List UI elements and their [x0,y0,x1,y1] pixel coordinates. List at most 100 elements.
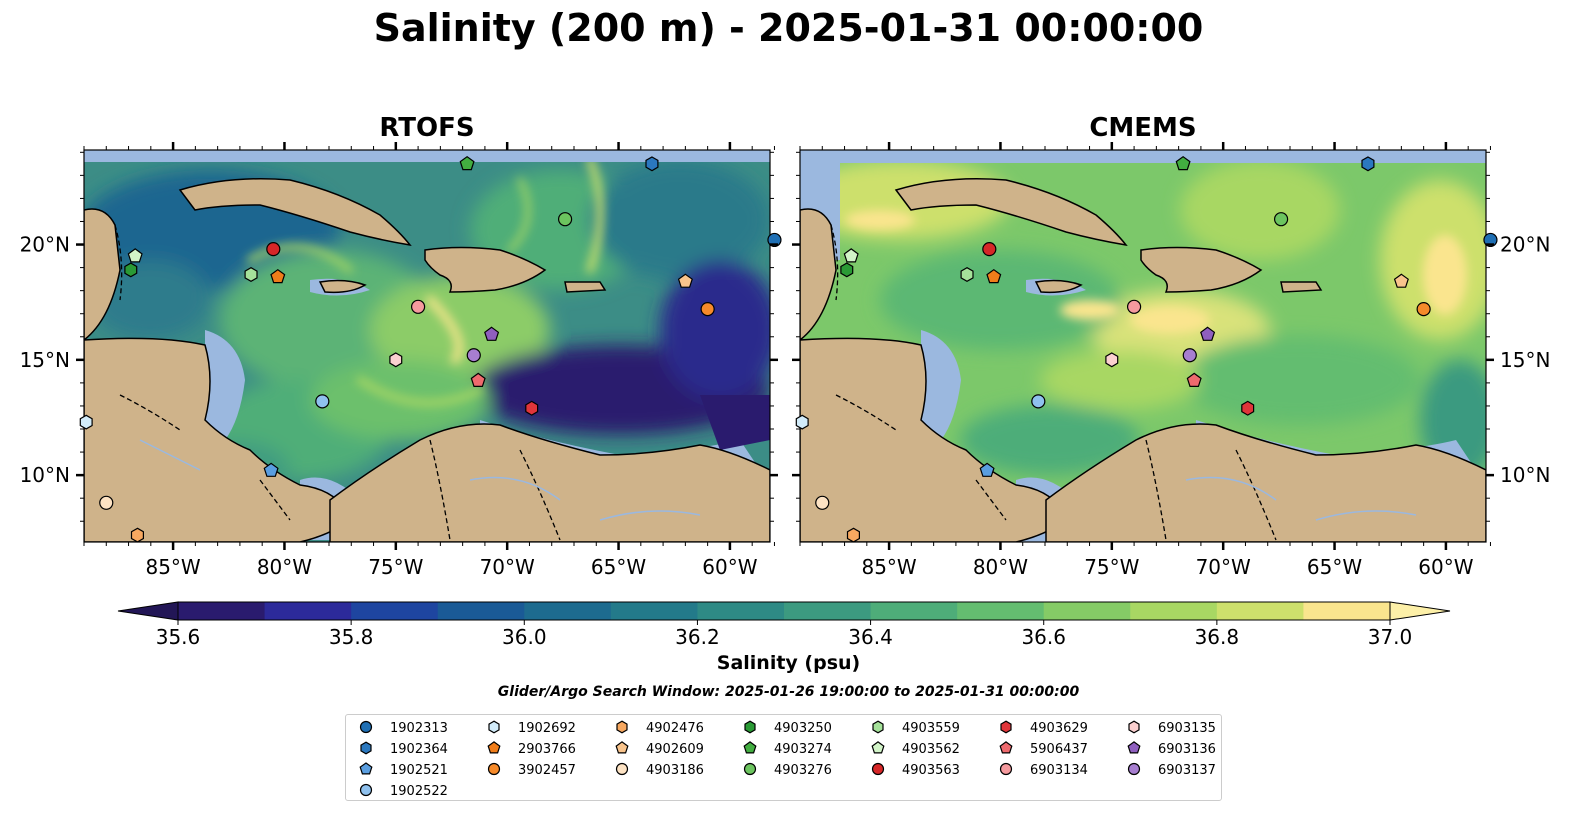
float-marker-1902522 [315,394,330,409]
float-marker-1902521 [263,462,279,477]
float-marker-4903250 [840,262,854,278]
legend-label: 1902313 [390,721,448,736]
legend-marker-1902364 [360,741,372,755]
float-marker-4903563 [266,242,281,257]
map-rtofs: 85°W 80°W 75°W 70°W 65°W 60°W 20°N 15°N 10°N [20,142,782,579]
lon-tick-label: 85°W [861,555,916,579]
legend-label: 6903136 [1158,742,1216,757]
legend-label: 5906437 [1030,742,1088,757]
colorbar-cell [264,602,352,620]
float-marker-1902692 [795,414,809,430]
map-cmems: 85°W 80°W 75°W 70°W 65°W 60°W 20°N 15°N 10°N [792,142,1550,579]
legend-label: 1902364 [390,742,448,757]
colorbar-tick-label: 36.0 [502,625,547,649]
legend-label: 4902476 [646,721,704,736]
colorbar-tick-label: 35.6 [156,625,201,649]
float-legend: 1902313 1902364 1902521 1902522 1902692 29037… [345,714,1222,801]
legend-marker-4903274 [743,741,757,754]
legend-label: 1902692 [518,721,576,736]
float-marker-6903136 [1200,326,1216,341]
float-marker-4903186 [99,495,114,510]
lon-tick-label: 60°W [702,555,757,579]
float-marker-4902609 [1393,273,1409,288]
colorbar-cell [437,602,525,620]
float-marker-6903137 [1182,348,1197,363]
colorbar-extend-high [1389,601,1451,621]
float-markers-cmems [795,155,1498,543]
float-marker-4903629 [525,400,539,416]
main-title: Salinity (200 m) - 2025-01-31 00:00:00 [373,6,1204,50]
float-marker-6903135 [1105,352,1119,368]
axis-ticks-rtofs: 85°W 80°W 75°W 70°W 65°W 60°W 20°N 15°N 10°N [20,142,778,579]
legend-label: 6903137 [1158,763,1216,778]
legend-marker-4903559 [872,720,884,734]
legend-label: 4903276 [774,763,832,778]
colorbar-cell [1130,602,1218,620]
float-marker-4903186 [815,495,830,510]
float-marker-6903134 [410,299,426,314]
float-marker-4903276 [557,212,573,227]
float-marker-4903562 [843,248,859,263]
float-marker-5906437 [470,372,486,387]
colorbar-cell [1043,602,1131,620]
colorbar-cell [610,602,698,620]
legend-marker-6903134 [999,762,1013,776]
lon-tick-label: 80°W [257,555,312,579]
colorbar-cell [870,602,958,620]
float-marker-5906437 [1186,372,1202,387]
legend-label: 6903135 [1158,721,1216,736]
float-marker-2903766 [986,268,1002,284]
float-marker-2903766 [270,268,286,284]
float-marker-1902521 [979,462,995,477]
legend-marker-1902521 [359,762,373,775]
float-marker-3902457 [700,302,715,317]
lon-tick-label: 60°W [1418,555,1473,579]
legend-label: 3902457 [518,763,576,778]
legend-marker-1902692 [488,720,500,734]
axis-ticks-cmems: 85°W 80°W 75°W 70°W 65°W 60°W 20°N 15°N 10°N [792,142,1550,579]
legend-marker-1902522 [359,783,373,797]
map-panels: 85°W 80°W 75°W 70°W 65°W 60°W 20°N 15°N 10°N [20,142,1550,579]
legend-label: 1902522 [390,784,448,799]
colorbar-cell [1216,602,1304,620]
legend-marker-4902609 [615,741,629,754]
float-marker-1902522 [1031,394,1046,409]
legend-marker-4903563 [871,762,885,776]
legend-label: 4903563 [902,763,960,778]
lat-tick-label: 20°N [20,233,70,257]
legend-label: 4902609 [646,742,704,757]
legend-label: 6903134 [1030,763,1088,778]
legend-marker-4903629 [1000,720,1012,734]
legend-marker-3902457 [487,762,501,776]
legend-marker-5906437 [999,741,1013,754]
float-marker-6903135 [389,352,403,368]
lon-tick-label: 75°W [368,555,423,579]
colorbar-tick-label: 35.8 [329,625,374,649]
lon-tick-label: 75°W [1084,555,1139,579]
lon-tick-label: 80°W [973,555,1028,579]
float-marker-1902364 [645,156,659,172]
float-marker-6903134 [1126,299,1142,314]
lat-tick-label: 10°N [20,463,70,487]
colorbar: 35.6 35.8 36.0 36.2 36.4 36.6 36.8 37.0 [117,601,1451,649]
float-markers-rtofs [79,155,782,543]
colorbar-tick-label: 36.2 [675,625,720,649]
colorbar-tick-label: 36.8 [1195,625,1240,649]
float-marker-3902457 [1416,302,1431,317]
float-marker-4902476 [130,527,144,543]
colorbar-extend-low [117,601,179,621]
float-marker-4903559 [244,267,258,282]
legend-label: 4903562 [902,742,960,757]
float-marker-4903274 [459,155,475,171]
colorbar-cell [178,602,266,620]
legend-marker-4902476 [616,720,628,734]
lat-tick-label: 15°N [1500,348,1550,372]
colorbar-tick-label: 36.4 [848,625,893,649]
float-marker-4903563 [982,242,997,257]
float-marker-1902313 [767,232,782,248]
legend-label: 4903186 [646,763,704,778]
legend-marker-4903562 [871,741,885,754]
float-marker-1902313 [1483,232,1498,248]
float-marker-4903562 [127,248,143,263]
legend-label: 4903559 [902,721,960,736]
